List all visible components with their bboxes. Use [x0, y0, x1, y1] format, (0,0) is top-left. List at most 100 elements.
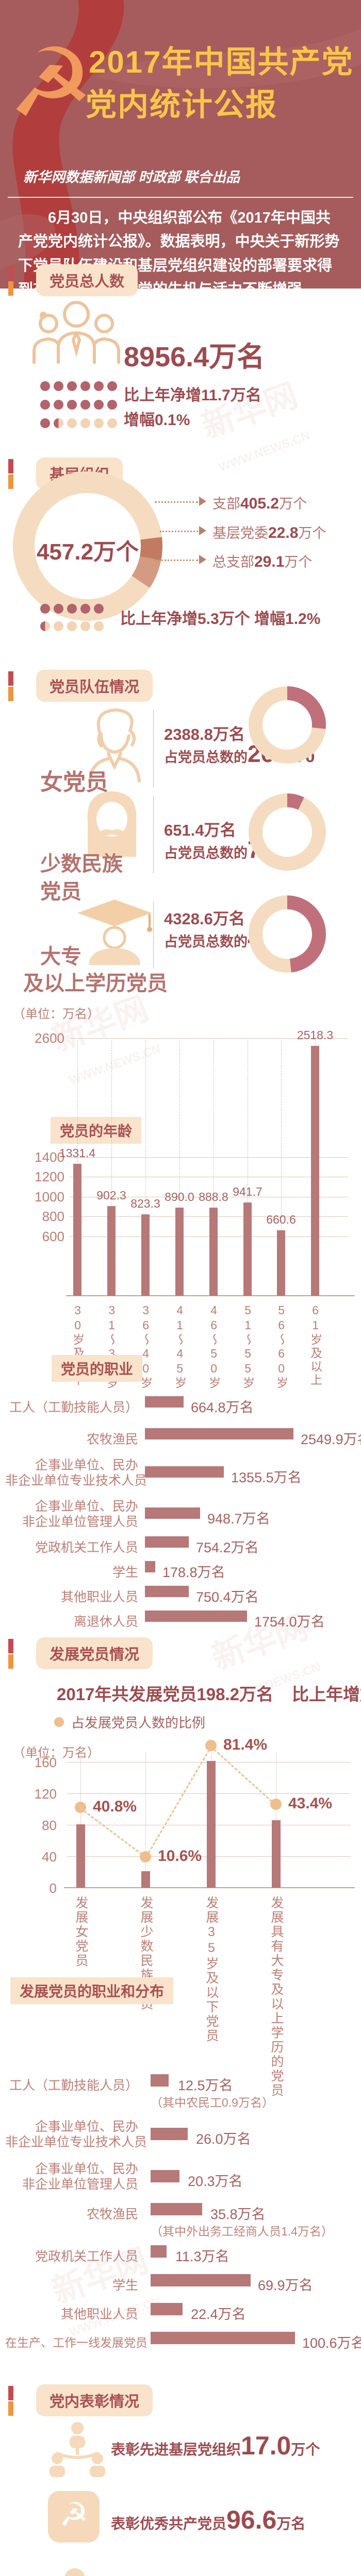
dev-occ-label: 农牧渔民	[86, 2207, 138, 2222]
minority-donut-chart	[249, 793, 326, 871]
age-category: 61岁及以上	[308, 1303, 322, 1387]
age-value: 888.8	[199, 1190, 228, 1204]
party-emblem-icon: ☭	[8, 30, 94, 137]
section-accent-red	[8, 266, 13, 280]
occ-label: 离退休人员	[73, 1615, 138, 1629]
divider	[8, 197, 353, 198]
ranks-row-label-college1: 大专	[40, 945, 81, 968]
occ-label: 工人（工勤技能人员）	[9, 1400, 138, 1415]
emblem-tile-icon: ☭	[48, 2491, 100, 2543]
dot-grid-row	[40, 604, 104, 614]
dev-occ-label: 党政机关工作人员	[35, 2249, 138, 2264]
leader-line	[160, 531, 198, 532]
occ-value: 2549.9万名	[301, 1432, 361, 1447]
y-tick: 0	[49, 1880, 57, 1896]
dev-occ-value: 20.3万名	[188, 2174, 243, 2189]
section-accent-orange	[8, 281, 13, 296]
dot-grid-row	[40, 381, 117, 391]
section-accent-orange	[8, 1654, 13, 1669]
age-bar	[243, 1202, 252, 1296]
dev-occ-bar	[151, 2203, 202, 2215]
dev-occ-label: 企事业单位、民办	[35, 2120, 138, 2134]
orgs-donut-chart	[13, 471, 162, 621]
grid-line	[70, 1236, 348, 1237]
section-accent-orange	[8, 2401, 13, 2416]
occ-bar	[145, 1611, 247, 1622]
age-value: 902.3	[96, 1189, 126, 1202]
age-category: 41～45岁	[173, 1303, 187, 1390]
occ-bar	[145, 1428, 293, 1439]
dev-category: 发展35岁及以下党员	[204, 1896, 219, 2043]
arrow-icon	[199, 555, 211, 564]
ranks-row-label-minority2: 党员	[40, 880, 81, 903]
page-title-line1: 2017年中国共产党	[89, 45, 354, 79]
age-bar	[73, 1164, 81, 1296]
dev-bar	[141, 1871, 150, 1888]
dev-occ-label: 非企业单位管理人员	[22, 2177, 138, 2192]
ranks-row-label-female: 女党员	[40, 770, 108, 795]
occ-bar	[145, 1466, 224, 1478]
grid-line	[70, 1157, 348, 1158]
occ-label: 其他职业人员	[60, 1590, 138, 1604]
occ-value: 1754.0万名	[254, 1614, 325, 1630]
age-bar	[209, 1208, 218, 1296]
grid-line	[145, 1040, 146, 1296]
age-bar	[277, 1230, 285, 1296]
grid-line	[80, 1752, 81, 1888]
college-amount: 4328.6万名	[164, 910, 245, 928]
graduate-icon	[77, 900, 152, 965]
legend-dot-icon	[54, 1717, 64, 1727]
development-headline: 2017年共发展党员198.2万名比上年增加7.1万名	[57, 1685, 361, 1704]
grid-line	[281, 1040, 282, 1296]
arrow-icon	[199, 497, 211, 506]
header-banner: ☭ 2017年中国共产党 党内统计公报 新华网数据新闻部 时政部 联合出品 6月…	[0, 0, 361, 289]
dev-category: 发展女党员	[74, 1896, 88, 1968]
dev-occ-label: 企事业单位、民办	[35, 2162, 138, 2176]
age-bar	[107, 1206, 116, 1296]
occ-label: 非企业单位管理人员	[22, 1515, 138, 1529]
grid-line	[179, 1040, 180, 1296]
occ-label: 农牧渔民	[86, 1432, 138, 1447]
occupation-chart-title: 党员的职业	[52, 1355, 143, 1382]
female-amount: 2388.8万名	[164, 725, 245, 743]
dev-occ-value: 12.5万名	[178, 2078, 233, 2093]
age-chart-title: 党员的年龄	[51, 1117, 142, 1144]
dev-bar	[207, 1761, 216, 1888]
orgs-label-general-branch: 总支部29.1万个	[212, 553, 313, 570]
occ-value: 178.8万名	[162, 1565, 225, 1580]
dev-category: 发展具有大专及以上学历的党员	[269, 1896, 284, 2098]
x-axis	[64, 1887, 355, 1888]
ranks-row-label-college2: 及以上学历党员	[23, 972, 168, 995]
occ-label: 学生	[112, 1565, 138, 1580]
ribbon-graphic	[0, 0, 361, 289]
x-axis	[66, 1295, 355, 1296]
percent-dot	[75, 1802, 86, 1813]
grid-line	[145, 1752, 146, 1888]
dev-percent: 40.8%	[93, 1798, 137, 1815]
section-accent-red	[8, 459, 13, 473]
commendation-row-members: 表彰优秀共产党员 96.6 万名	[111, 2505, 306, 2534]
percent-dot	[140, 1851, 151, 1862]
age-value: 890.0	[165, 1190, 194, 1204]
occ-value: 1355.5万名	[231, 1470, 302, 1485]
age-value: 941.7	[233, 1185, 262, 1198]
section-accent-red	[8, 2386, 13, 2400]
dot-grid-row	[40, 621, 104, 631]
percent-dot	[205, 1740, 217, 1751]
age-category: 46～50岁	[207, 1303, 221, 1390]
dev-occ-label: 学生	[112, 2278, 138, 2293]
age-value: 1331.4	[59, 1146, 96, 1160]
byline: 新华网数据新闻部 时政部 联合出品	[23, 170, 240, 185]
occ-value: 948.7万名	[207, 1511, 270, 1527]
y-tick: 40	[42, 1849, 57, 1865]
dev-occ-value: 11.3万名	[175, 2249, 229, 2264]
age-value: 2518.3	[297, 1028, 334, 1042]
y-tick: 1400	[35, 1149, 64, 1165]
occ-value: 754.2万名	[196, 1540, 259, 1555]
y-tick: 800	[42, 1209, 64, 1224]
dev-occ-value: 69.9万名	[258, 2278, 313, 2293]
divider	[153, 796, 154, 873]
dev-occ-bar	[151, 2074, 169, 2087]
dev-bar	[76, 1824, 85, 1888]
commendation-row-orgs: 表彰先进基层党组织 17.0 万个	[111, 2431, 320, 2460]
